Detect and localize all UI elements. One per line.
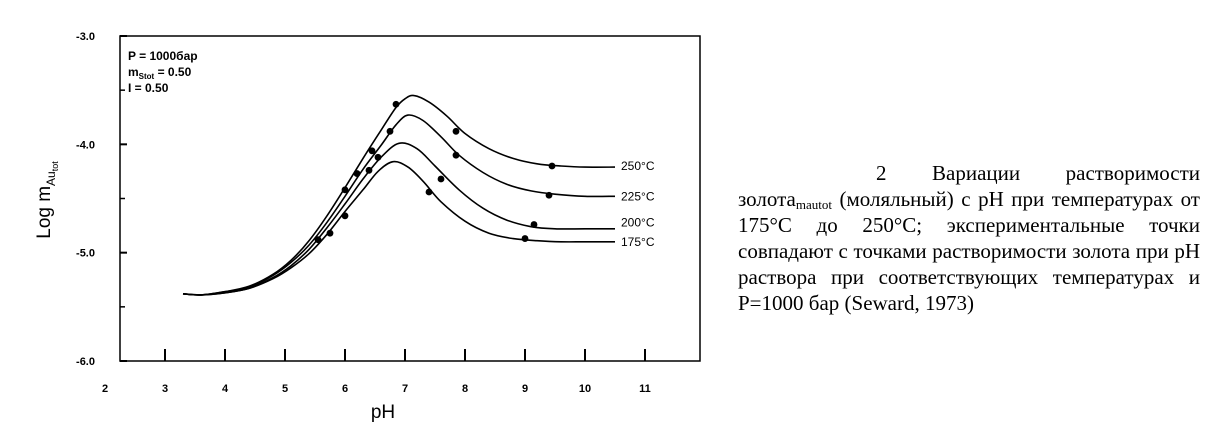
series-points: [314, 100, 556, 244]
data-point-175c: [425, 188, 433, 196]
data-point-200c: [374, 153, 382, 161]
x-tick-label: 9: [522, 383, 528, 395]
x-tick-label: 5: [282, 383, 288, 395]
y-axis-title: Log mAutot: [34, 161, 60, 239]
x-tick-label: 10: [579, 383, 591, 395]
y-tick-label: -4.0: [76, 139, 95, 151]
figure-caption: 2 Вариации растворимости золотаmautot (м…: [738, 160, 1200, 316]
data-point-200c: [341, 186, 349, 194]
x-tick-label: 4: [222, 383, 229, 395]
data-point-225c: [452, 151, 460, 159]
data-point-225c: [545, 191, 553, 199]
caption-part1: 2 Вариации растворимости золота: [738, 161, 1200, 211]
y-axis-ticks: -3.0 -4.0 -5.0 -6.0: [76, 31, 127, 368]
x-tick-label: 6: [342, 383, 348, 395]
y-tick-label: -3.0: [76, 31, 95, 43]
y-axis-title-main: Log m: [34, 186, 55, 239]
x-tick-label: 3: [162, 383, 168, 395]
x-axis-title: pH: [371, 402, 395, 423]
data-point-200c: [530, 221, 538, 228]
caption-part2: (моляльный) с pH при температурах от 175…: [738, 187, 1200, 315]
annotation-pressure: P = 1000бар: [128, 49, 198, 63]
annotation-m-stot: mStot = 0.50: [128, 65, 192, 81]
data-point-175c: [326, 229, 334, 237]
x-tick-label: 11: [639, 383, 651, 395]
data-point-250c: [392, 100, 400, 108]
plot-frame: [119, 35, 701, 362]
annotation-ionic-strength: I = 0.50: [128, 81, 169, 95]
data-point-250c: [368, 147, 376, 155]
x-axis-ticks: 2 3 4 5 6 7 8 9 10 11: [102, 349, 651, 395]
series-label-250c: 250°C: [621, 159, 655, 173]
plot-area-border: [119, 35, 701, 362]
y-tick-label: -5.0: [76, 248, 95, 260]
solubility-chart: 2 3 4 5 6 7 8 9 10 11 -3.0 -4.0 -5.0 -6.0 250°C 225°C…: [34, 31, 701, 423]
data-point-225c: [353, 170, 361, 177]
annotation-m-sub: Stot: [139, 72, 155, 81]
data-point-225c: [386, 127, 394, 135]
series-label-225c: 225°C: [621, 189, 655, 203]
series-label-200c: 200°C: [621, 215, 655, 229]
x-tick-label: 7: [402, 383, 408, 395]
y-axis-title-subsub: tot: [50, 161, 60, 172]
caption-subscript: mautot: [795, 197, 832, 212]
y-tick-label: -6.0: [76, 356, 95, 368]
annotation-m-value: = 0.50: [154, 65, 191, 79]
y-axis-title-sub: Au: [44, 171, 58, 186]
data-point-175c: [521, 235, 529, 242]
series-label-175c: 175°C: [621, 235, 655, 249]
data-point-175c: [365, 166, 373, 174]
data-point-250c: [548, 162, 556, 170]
annotation-m-main: m: [128, 65, 139, 79]
x-tick-label: 2: [102, 383, 108, 395]
series-labels: 250°C 225°C 200°C 175°C: [621, 159, 655, 249]
data-point-175c: [341, 212, 349, 220]
data-point-250c: [452, 127, 460, 135]
data-point-200c: [437, 175, 445, 183]
series-line-225c: [182, 114, 616, 296]
x-tick-label: 8: [462, 383, 468, 395]
data-point-175c: [314, 236, 322, 244]
